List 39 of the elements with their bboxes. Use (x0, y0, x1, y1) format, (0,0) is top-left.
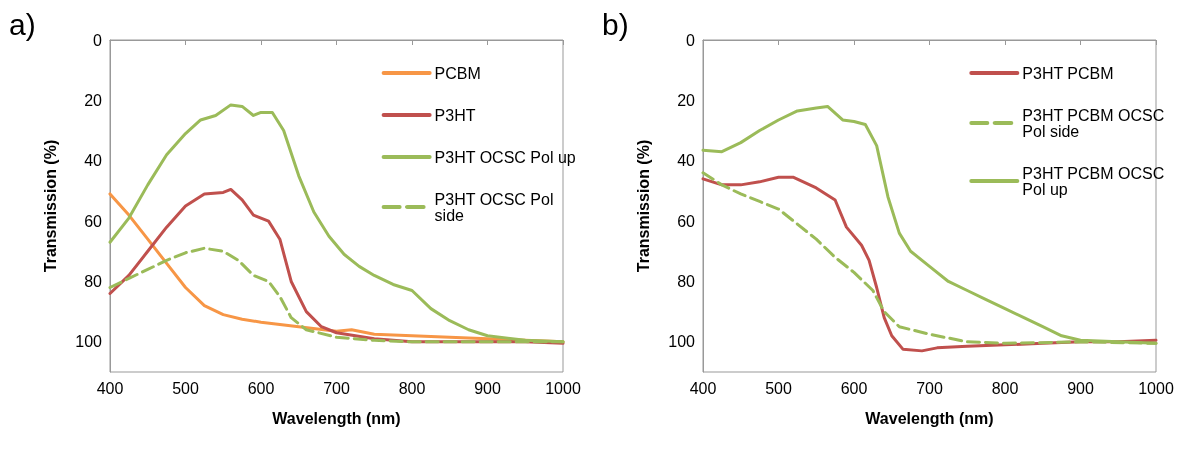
legend-label: P3HT PCBM OCSC Pol up (1022, 164, 1169, 198)
y-axis-title: Transmission (%) (634, 139, 652, 273)
legend-label: P3HT OCSC Pol up (434, 148, 576, 166)
chart-title: b) (602, 7, 629, 41)
legend-label: P3HT OCSC Pol side (434, 190, 558, 224)
x-axis-title: Wavelength (nm) (272, 409, 401, 427)
x-tick-label: 600 (840, 379, 868, 397)
y-tick-label: 80 (84, 272, 103, 290)
x-axis-title: Wavelength (nm) (865, 409, 994, 427)
x-tick-label: 400 (689, 379, 717, 397)
y-tick-label: 0 (686, 31, 696, 49)
x-tick-label: 1000 (1138, 379, 1174, 397)
x-tick-label: 500 (172, 379, 199, 397)
y-tick-label: 100 (668, 333, 696, 351)
legend-label: P3HT PCBM OCSC Pol side (1022, 106, 1169, 140)
x-tick-label: 900 (1067, 379, 1094, 397)
y-axis-title: Transmission (%) (41, 139, 59, 273)
chart-title: a) (9, 7, 36, 41)
y-tick-label: 60 (84, 212, 103, 230)
y-tick-label: 0 (93, 31, 103, 49)
y-tick-label: 40 (84, 152, 103, 170)
x-tick-label: 400 (96, 379, 124, 397)
x-tick-label: 800 (991, 379, 1019, 397)
x-tick-label: 600 (247, 379, 275, 397)
y-tick-label: 100 (75, 333, 103, 351)
y-tick-label: 60 (677, 212, 696, 230)
legend-label: P3HT (434, 106, 476, 124)
legend-label: PCBM (434, 64, 481, 82)
y-tick-label: 40 (677, 152, 696, 170)
legend-label: P3HT PCBM (1022, 64, 1114, 82)
x-tick-label: 800 (398, 379, 426, 397)
y-tick-label: 20 (84, 91, 103, 109)
x-tick-label: 500 (765, 379, 792, 397)
x-tick-label: 700 (323, 379, 350, 397)
x-tick-label: 700 (916, 379, 943, 397)
x-tick-label: 1000 (545, 379, 581, 397)
y-tick-label: 20 (677, 91, 696, 109)
x-tick-label: 900 (474, 379, 501, 397)
y-tick-label: 80 (677, 272, 696, 290)
